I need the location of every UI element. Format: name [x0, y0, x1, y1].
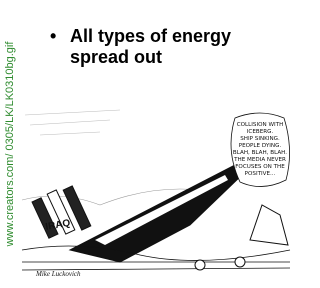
water [22, 246, 290, 270]
sky-lines [25, 110, 120, 135]
caption-line: POSITIVE... [245, 171, 276, 177]
swimmer [235, 257, 245, 267]
caption-line: PEOPLE DYING. [239, 143, 282, 149]
iceberg [250, 205, 288, 245]
bullet-text: All types of energy spread out [70, 26, 290, 68]
caption-line: COLLISION WITH [237, 122, 284, 128]
caption-line: FOCUSES ON THE [235, 164, 285, 170]
caption-line: ICEBERG. [247, 129, 274, 135]
caption-line: SHIP SINKING. [240, 136, 280, 142]
bullet-marker: • [50, 26, 56, 47]
caption-line: THE MEDIA NEVER [233, 157, 286, 163]
page: www.creators.com/ 0305/LK/LK0310bg.gif I… [0, 0, 296, 288]
source-url: www.creators.com/ 0305/LK/LK0310bg.gif [4, 41, 16, 248]
swimmer [195, 260, 205, 270]
caption-line: BLAH, BLAH, BLAH. [233, 150, 287, 156]
signature: Mike Luckovich [35, 270, 81, 278]
